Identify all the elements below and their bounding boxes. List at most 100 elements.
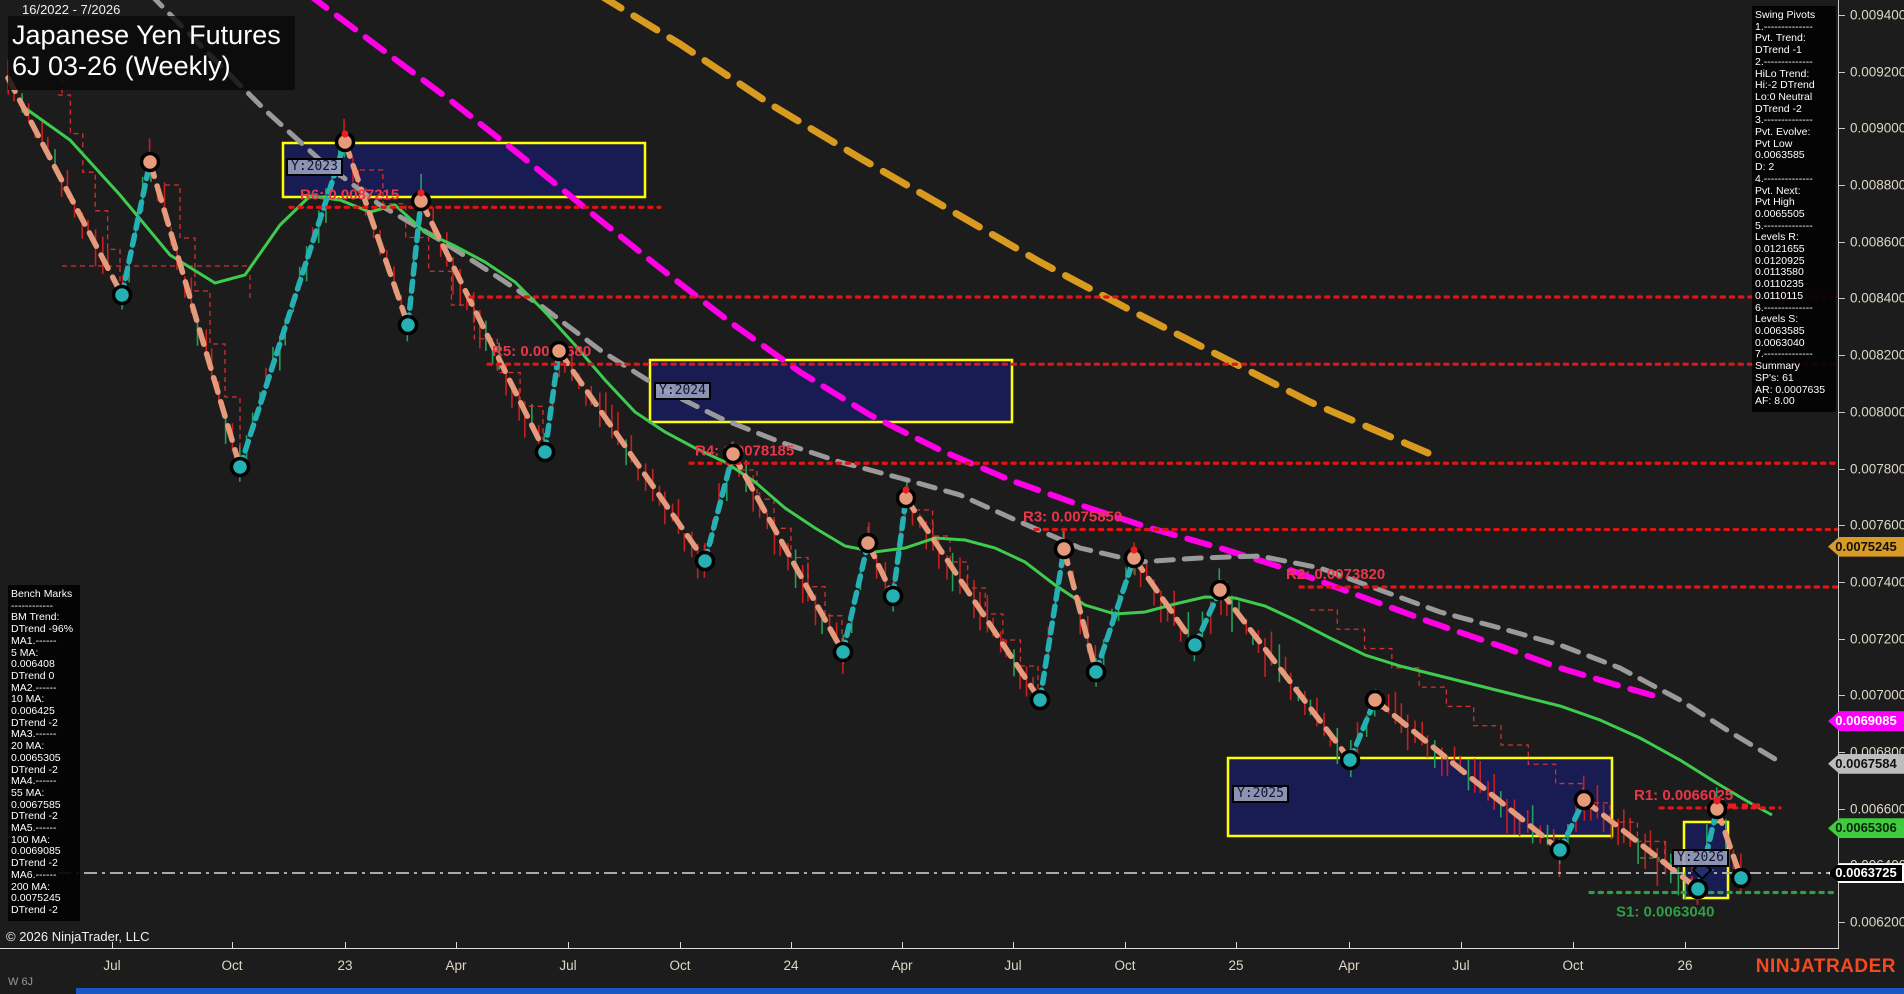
swing-pivots-line: Summary xyxy=(1755,360,1800,373)
time-axis-label: Jul xyxy=(1004,958,1022,973)
time-axis-line[interactable] xyxy=(0,948,1839,949)
bench-marks-line: DTrend -96% xyxy=(11,623,74,636)
swing-pivots-line: 0.0063040 xyxy=(1755,336,1805,349)
swing-pivots-line: 0.0121655 xyxy=(1755,243,1805,256)
pivot-alert-dot xyxy=(341,130,349,138)
swing-low-marker xyxy=(1184,634,1206,656)
instrument-name: Japanese Yen Futures xyxy=(12,20,281,50)
time-axis-tick xyxy=(1013,942,1014,948)
swing-low-marker xyxy=(534,441,556,463)
swing-pivots-line: Levels S: xyxy=(1755,313,1799,326)
swing-pivots-line: 0.0110235 xyxy=(1755,278,1804,291)
price-axis-tick xyxy=(1838,185,1845,187)
swing-down-leg xyxy=(730,451,846,655)
chart-title-block: Japanese Yen Futures 6J 03-26 (Weekly) xyxy=(8,16,295,90)
ma-20-line xyxy=(24,106,1773,817)
swing-up-leg xyxy=(702,451,736,564)
swing-pivots-line: D: 2 xyxy=(1755,161,1775,174)
stop-step-line xyxy=(165,184,241,450)
time-axis-label: Oct xyxy=(221,958,243,973)
time-axis-tick xyxy=(456,942,457,948)
time-axis-label: 26 xyxy=(1677,958,1693,973)
workspace-tab[interactable]: W 6J xyxy=(8,976,34,988)
time-axis-tick xyxy=(112,942,113,948)
swing-low-marker xyxy=(1029,689,1051,711)
swing-down-leg xyxy=(147,159,243,470)
year-tag[interactable]: Y:2023 xyxy=(286,158,343,176)
swing-low-marker xyxy=(397,314,419,336)
time-axis-tick xyxy=(1685,942,1686,948)
swing-pivots-line: Hi:-2 DTrend xyxy=(1755,79,1815,92)
year-tag[interactable]: Y:2025 xyxy=(1232,785,1289,803)
time-axis-label: Jul xyxy=(103,958,121,973)
stop-step-line xyxy=(1310,609,1693,880)
swing-up-leg xyxy=(542,348,562,455)
swing-low-marker xyxy=(882,585,904,607)
bench-marks-line: MA3.------ xyxy=(11,728,57,741)
time-axis-tick xyxy=(568,942,569,948)
time-axis-tick xyxy=(232,942,233,948)
swing-pivots-line: Lo:0 Neutral xyxy=(1755,90,1813,103)
support-label: S1: 0.0063040 xyxy=(1616,904,1714,921)
stop-step-line xyxy=(58,94,121,288)
time-axis-tick xyxy=(1236,942,1237,948)
time-axis-label: Apr xyxy=(445,958,467,973)
time-axis-tick xyxy=(1349,942,1350,948)
swing-up-leg xyxy=(840,540,871,655)
swing-pivots-panel: Swing Pivots 1.-------------- Pvt. Trend: D… xyxy=(1752,6,1836,412)
swing-pivots-line: 2.-------------- xyxy=(1755,55,1813,68)
swing-pivots-line: 3.-------------- xyxy=(1755,114,1813,127)
bench-marks-line: 100 MA: xyxy=(11,833,51,846)
swing-low-marker xyxy=(1730,867,1752,889)
year-tag[interactable]: Y:2026 xyxy=(1672,849,1729,867)
swing-up-leg xyxy=(1347,697,1378,763)
year-tag[interactable]: Y:2024 xyxy=(654,382,711,400)
bench-marks-line: 0.006425 xyxy=(11,705,55,718)
ma-55-line xyxy=(152,0,1783,765)
ma-100-line xyxy=(311,0,1661,700)
price-marker-tag: 0.0063725 xyxy=(1828,863,1904,884)
price-marker-tag: 0.0069085 xyxy=(1828,711,1904,732)
resistance-label: R3: 0.0075850 xyxy=(1023,508,1122,525)
swing-pivots-line: 0.0063585 xyxy=(1755,324,1805,337)
swing-pivots-line: Pvt. Next: xyxy=(1755,184,1801,197)
price-marker-tag: 0.0075245 xyxy=(1828,536,1904,557)
price-marker-tag: 0.0067584 xyxy=(1828,753,1904,774)
contract-period: 6J 03-26 (Weekly) xyxy=(12,51,231,81)
price-axis-line[interactable] xyxy=(1838,0,1839,948)
time-axis-tick xyxy=(1573,942,1574,948)
bench-marks-line: 55 MA: xyxy=(11,786,45,799)
pivot-alert-dot xyxy=(1130,546,1138,554)
bench-marks-line: 200 MA: xyxy=(11,880,51,893)
bottom-scrollbar[interactable] xyxy=(76,988,1904,994)
swing-down-leg xyxy=(342,139,411,328)
pivot-alert-dot xyxy=(1713,797,1721,805)
swing-down-leg xyxy=(1217,587,1353,763)
swing-pivots-line: 1.-------------- xyxy=(1755,20,1813,33)
time-axis-label: Oct xyxy=(1114,958,1136,973)
swing-up-leg xyxy=(237,139,348,470)
price-axis-tick xyxy=(1838,581,1845,583)
bench-marks-line: MA2.------ xyxy=(11,681,57,694)
swing-high-marker xyxy=(1209,579,1231,601)
time-axis-label: Apr xyxy=(891,958,913,973)
swing-pivots-line: 0.0113580 xyxy=(1755,266,1804,279)
price-axis-tick xyxy=(1838,525,1845,527)
resistance-label: R4: 0.0078185 xyxy=(695,442,794,459)
swing-pivots-line: DTrend -1 xyxy=(1755,44,1802,57)
bench-marks-line: MA1.------ xyxy=(11,634,57,647)
bench-marks-panel: Bench Marks ------------ BM Trend: DTrend -… xyxy=(8,585,80,921)
bench-marks-line: MA4.------ xyxy=(11,775,57,788)
price-axis-tick xyxy=(1838,241,1845,243)
swing-up-leg xyxy=(1037,546,1067,703)
